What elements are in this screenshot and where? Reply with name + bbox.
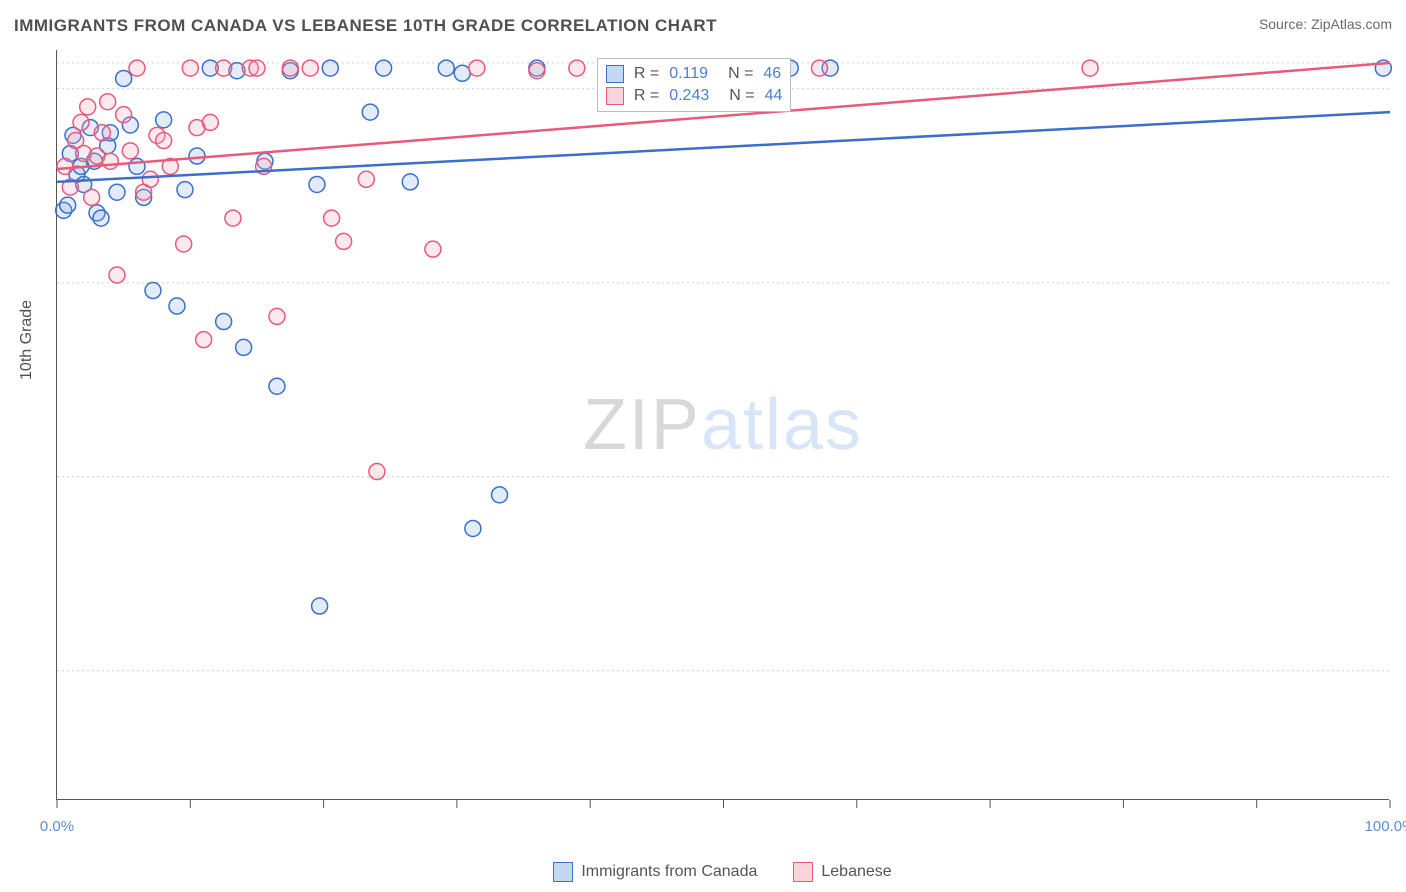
legend-swatch — [606, 65, 624, 83]
scatter-point — [169, 298, 185, 314]
scatter-point — [182, 60, 198, 76]
scatter-point — [1082, 60, 1098, 76]
scatter-point — [312, 598, 328, 614]
scatter-point — [196, 332, 212, 348]
plot-area: ZIPatlas R =0.119N =46R =0.243N =44 77.5… — [56, 50, 1389, 800]
scatter-point — [156, 112, 172, 128]
scatter-point — [122, 143, 138, 159]
scatter-point — [109, 267, 125, 283]
scatter-point — [811, 60, 827, 76]
source-label: Source: ZipAtlas.com — [1259, 16, 1392, 32]
scatter-point — [302, 60, 318, 76]
scatter-point — [216, 314, 232, 330]
n-value: 46 — [763, 65, 781, 83]
stats-legend-row: R = 0.243 N = 44 — [606, 85, 783, 107]
r-value: 0.119 — [669, 65, 708, 83]
scatter-point — [216, 60, 232, 76]
n-value: 44 — [765, 87, 783, 105]
scatter-point — [469, 60, 485, 76]
legend-item: Immigrants from Canada — [553, 862, 757, 882]
scatter-point — [129, 60, 145, 76]
scatter-point — [465, 520, 481, 536]
scatter-point — [102, 153, 118, 169]
scatter-point — [94, 125, 110, 141]
scatter-point — [189, 148, 205, 164]
scatter-point — [129, 158, 145, 174]
scatter-chart-svg — [57, 50, 1389, 799]
scatter-point — [176, 236, 192, 252]
scatter-point — [322, 60, 338, 76]
r-label: R = — [634, 87, 659, 105]
scatter-point — [60, 197, 76, 213]
r-label: R = — [634, 65, 659, 83]
scatter-point — [249, 60, 265, 76]
n-label: N = — [729, 87, 754, 105]
header-row: IMMIGRANTS FROM CANADA VS LEBANESE 10TH … — [14, 16, 1392, 36]
scatter-point — [100, 94, 116, 110]
scatter-point — [269, 378, 285, 394]
scatter-point — [336, 233, 352, 249]
legend-label: Lebanese — [821, 863, 891, 881]
y-axis-title: 10th Grade — [18, 300, 36, 380]
scatter-point — [324, 210, 340, 226]
scatter-point — [145, 283, 161, 299]
stats-legend-row: R = 0.119 N = 46 — [606, 63, 783, 85]
n-label: N = — [728, 65, 753, 83]
scatter-point — [425, 241, 441, 257]
scatter-point — [80, 99, 96, 115]
bottom-legend: Immigrants from Canada Lebanese — [56, 862, 1389, 882]
scatter-point — [529, 63, 545, 79]
scatter-point — [116, 70, 132, 86]
scatter-point — [269, 308, 285, 324]
scatter-point — [369, 464, 385, 480]
scatter-point — [569, 60, 585, 76]
legend-swatch — [793, 862, 813, 882]
legend-label: Immigrants from Canada — [581, 863, 757, 881]
legend-swatch — [553, 862, 573, 882]
scatter-point — [57, 158, 73, 174]
x-tick-label: 0.0% — [40, 818, 74, 835]
scatter-point — [362, 104, 378, 120]
scatter-point — [177, 182, 193, 198]
legend-swatch — [606, 87, 624, 105]
scatter-point — [116, 107, 132, 123]
scatter-point — [438, 60, 454, 76]
r-value: 0.243 — [669, 87, 709, 105]
trend-line — [57, 112, 1390, 182]
scatter-point — [282, 60, 298, 76]
scatter-point — [109, 184, 125, 200]
scatter-point — [156, 133, 172, 149]
scatter-point — [73, 114, 89, 130]
scatter-point — [236, 339, 252, 355]
scatter-point — [84, 189, 100, 205]
scatter-point — [93, 210, 109, 226]
x-tick-label: 100.0% — [1365, 818, 1406, 835]
stats-legend: R = 0.119 N = 46 R = 0.243 N = 44 — [597, 58, 792, 112]
scatter-point — [225, 210, 241, 226]
scatter-point — [376, 60, 392, 76]
scatter-point — [358, 171, 374, 187]
scatter-point — [402, 174, 418, 190]
scatter-point — [142, 171, 158, 187]
scatter-point — [454, 65, 470, 81]
scatter-point — [309, 176, 325, 192]
legend-item: Lebanese — [793, 862, 891, 882]
scatter-point — [492, 487, 508, 503]
scatter-point — [202, 114, 218, 130]
chart-title: IMMIGRANTS FROM CANADA VS LEBANESE 10TH … — [14, 16, 717, 36]
